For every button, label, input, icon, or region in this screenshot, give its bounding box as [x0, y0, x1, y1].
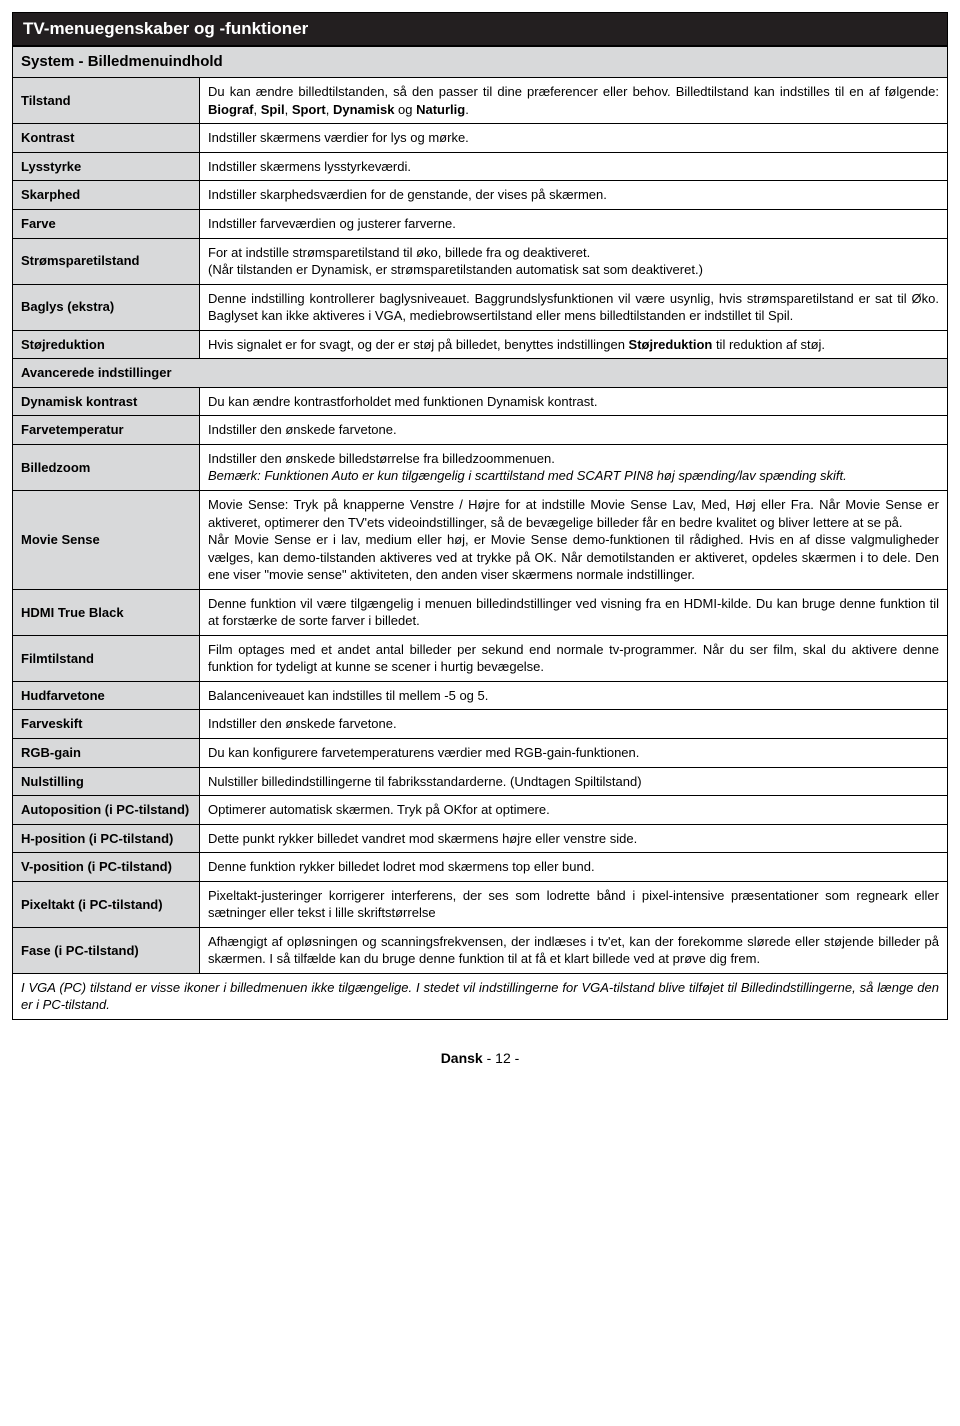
row-label: Movie Sense — [13, 491, 200, 590]
row-label: Pixeltakt (i PC-tilstand) — [13, 881, 200, 927]
table-row: FarveskiftIndstiller den ønskede farveto… — [13, 710, 948, 739]
row-desc: Denne funktion rykker billedet lodret mo… — [200, 853, 948, 882]
row-desc: Indstiller den ønskede farvetone. — [200, 710, 948, 739]
table-row: LysstyrkeIndstiller skærmens lysstyrkevæ… — [13, 152, 948, 181]
row-label: Strømsparetilstand — [13, 238, 200, 284]
row-label: Kontrast — [13, 124, 200, 153]
table-row: SkarphedIndstiller skarphedsværdien for … — [13, 181, 948, 210]
table-row: FarvetemperaturIndstiller den ønskede fa… — [13, 416, 948, 445]
row-desc: Indstiller skærmens værdier for lys og m… — [200, 124, 948, 153]
row-label: Farveskift — [13, 710, 200, 739]
row-label: HDMI True Black — [13, 589, 200, 635]
table-row: Tilstand Du kan ændre billedtilstanden, … — [13, 78, 948, 124]
row-desc: Optimerer automatisk skærmen. Tryk på OK… — [200, 796, 948, 825]
row-desc: Hvis signalet er for svagt, og der er st… — [200, 330, 948, 359]
row-desc: Afhængigt af opløsningen og scanningsfre… — [200, 927, 948, 973]
row-label: Lysstyrke — [13, 152, 200, 181]
row-label: Nulstilling — [13, 767, 200, 796]
table-row: FarveIndstiller farveværdien og justerer… — [13, 209, 948, 238]
table-row: Fase (i PC-tilstand)Afhængigt af opløsni… — [13, 927, 948, 973]
table-row: Strømsparetilstand For at indstille strø… — [13, 238, 948, 284]
table-row: KontrastIndstiller skærmens værdier for … — [13, 124, 948, 153]
row-desc: Du kan ændre billedtilstanden, så den pa… — [200, 78, 948, 124]
row-label: Støjreduktion — [13, 330, 200, 359]
row-desc: Indstiller skærmens lysstyrkeværdi. — [200, 152, 948, 181]
row-desc: Du kan konfigurere farvetemperaturens væ… — [200, 739, 948, 768]
row-desc: For at indstille strømsparetilstand til … — [200, 238, 948, 284]
row-desc: Indstiller den ønskede billedstørrelse f… — [200, 444, 948, 490]
table-row: Støjreduktion Hvis signalet er for svagt… — [13, 330, 948, 359]
row-desc: Denne indstilling kontrollerer baglysniv… — [200, 284, 948, 330]
row-label: Billedzoom — [13, 444, 200, 490]
row-label: V-position (i PC-tilstand) — [13, 853, 200, 882]
row-label: RGB-gain — [13, 739, 200, 768]
row-label: Farvetemperatur — [13, 416, 200, 445]
table-row: HDMI True BlackDenne funktion vil være t… — [13, 589, 948, 635]
table-row: HudfarvetoneBalanceniveauet kan indstill… — [13, 681, 948, 710]
row-label: Skarphed — [13, 181, 200, 210]
row-desc: Indstiller den ønskede farvetone. — [200, 416, 948, 445]
row-desc: Movie Sense: Tryk på knapperne Venstre /… — [200, 491, 948, 590]
row-desc: Du kan ændre kontrastforholdet med funkt… — [200, 387, 948, 416]
section-header: Avancerede indstillinger — [13, 359, 948, 388]
row-desc: Balanceniveauet kan indstilles til melle… — [200, 681, 948, 710]
row-desc: Film optages med et andet antal billeder… — [200, 635, 948, 681]
page-title: TV-menuegenskaber og -funktioner — [12, 12, 948, 46]
table-row: H-position (i PC-tilstand)Dette punkt ry… — [13, 824, 948, 853]
row-label: H-position (i PC-tilstand) — [13, 824, 200, 853]
table-row: I VGA (PC) tilstand er visse ikoner i bi… — [13, 973, 948, 1019]
row-label: Fase (i PC-tilstand) — [13, 927, 200, 973]
table-row: V-position (i PC-tilstand)Denne funktion… — [13, 853, 948, 882]
row-label: Tilstand — [13, 78, 200, 124]
table-row: System - Billedmenuindhold — [13, 47, 948, 78]
row-desc: Denne funktion vil være tilgængelig i me… — [200, 589, 948, 635]
table-row: Autoposition (i PC-tilstand)Optimerer au… — [13, 796, 948, 825]
settings-table: System - Billedmenuindhold Tilstand Du k… — [12, 46, 948, 1020]
table-row: FilmtilstandFilm optages med et andet an… — [13, 635, 948, 681]
row-label: Autoposition (i PC-tilstand) — [13, 796, 200, 825]
row-label: Filmtilstand — [13, 635, 200, 681]
row-desc: Indstiller farveværdien og justerer farv… — [200, 209, 948, 238]
table-row: Movie Sense Movie Sense: Tryk på knapper… — [13, 491, 948, 590]
footnote: I VGA (PC) tilstand er visse ikoner i bi… — [13, 973, 948, 1019]
table-row: NulstillingNulstiller billedindstillinge… — [13, 767, 948, 796]
row-label: Farve — [13, 209, 200, 238]
row-desc: Pixeltakt-justeringer korrigerer interfe… — [200, 881, 948, 927]
section-header: System - Billedmenuindhold — [13, 47, 948, 78]
table-row: Billedzoom Indstiller den ønskede billed… — [13, 444, 948, 490]
page-footer: Dansk - 12 - — [12, 1050, 948, 1066]
table-row: Pixeltakt (i PC-tilstand)Pixeltakt-juste… — [13, 881, 948, 927]
row-label: Hudfarvetone — [13, 681, 200, 710]
row-desc: Indstiller skarphedsværdien for de genst… — [200, 181, 948, 210]
table-row: RGB-gainDu kan konfigurere farvetemperat… — [13, 739, 948, 768]
row-desc: Nulstiller billedindstillingerne til fab… — [200, 767, 948, 796]
row-label: Baglys (ekstra) — [13, 284, 200, 330]
row-label: Dynamisk kontrast — [13, 387, 200, 416]
row-desc: Dette punkt rykker billedet vandret mod … — [200, 824, 948, 853]
table-row: Avancerede indstillinger — [13, 359, 948, 388]
table-row: Dynamisk kontrastDu kan ændre kontrastfo… — [13, 387, 948, 416]
table-row: Baglys (ekstra)Denne indstilling kontrol… — [13, 284, 948, 330]
